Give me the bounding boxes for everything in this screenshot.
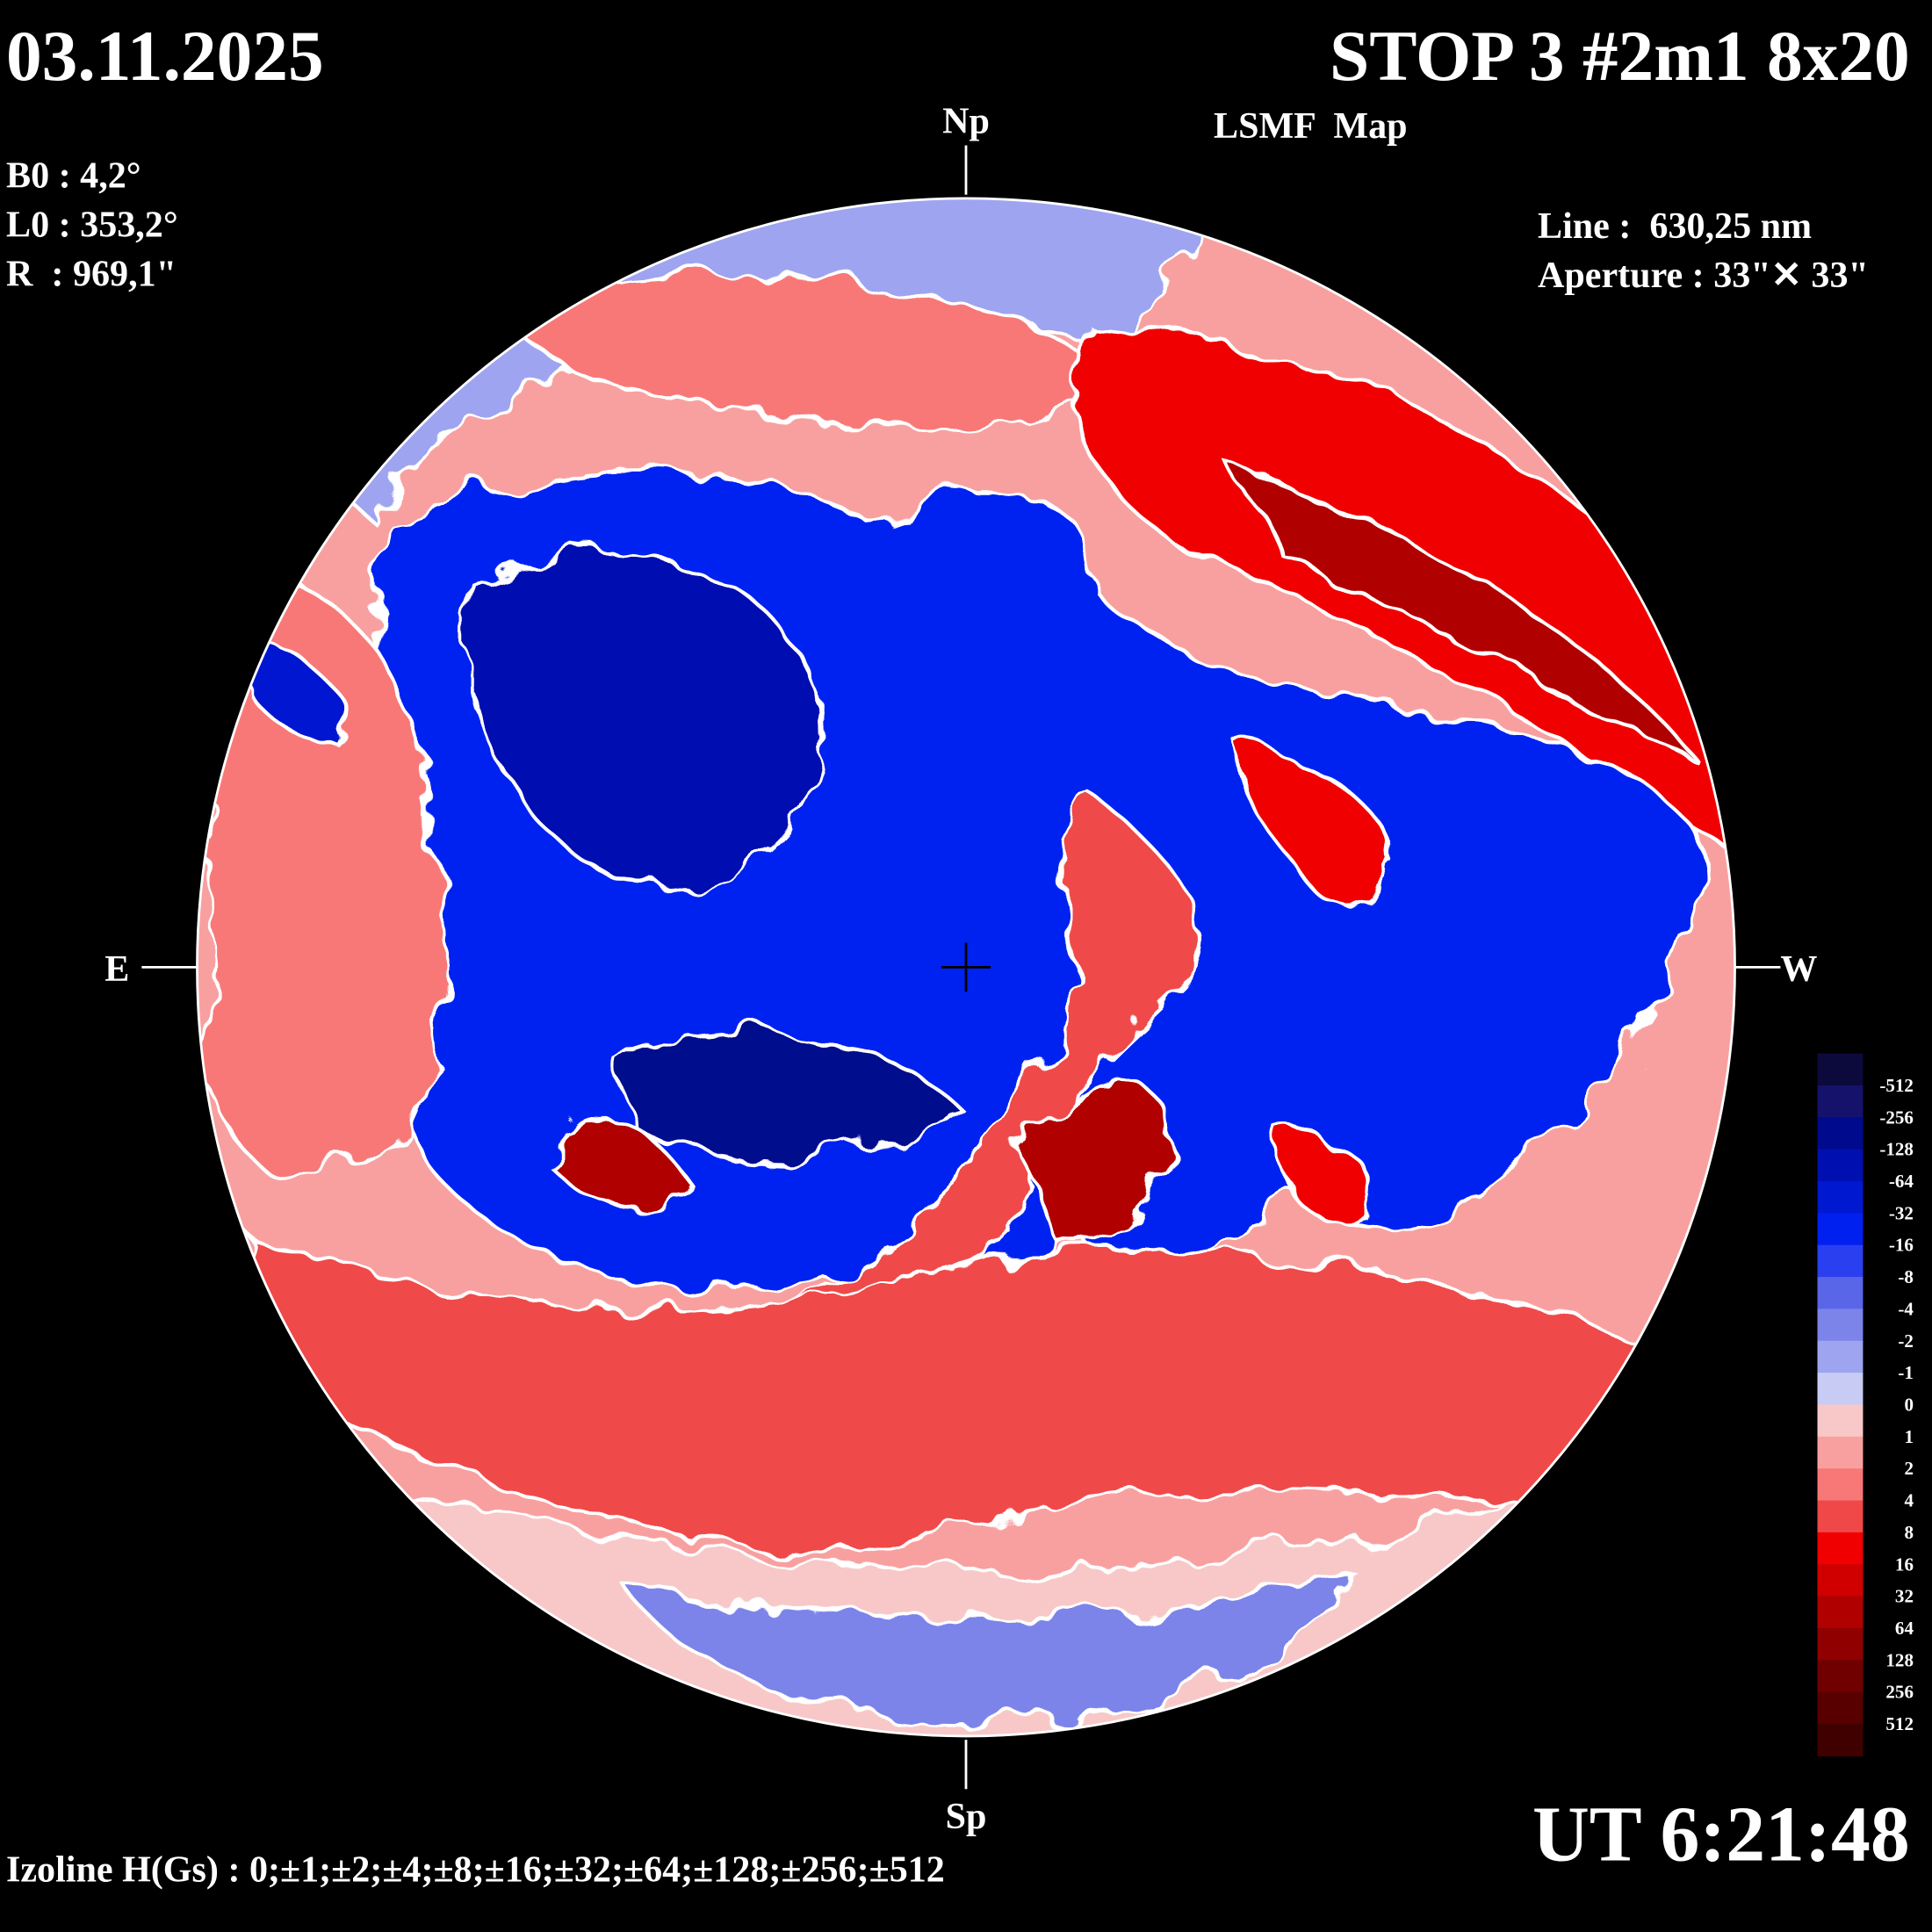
- colorbar-label: -1: [1898, 1362, 1914, 1383]
- colorbar-label: 32: [1895, 1586, 1914, 1607]
- color-swatch: [1817, 1213, 1864, 1246]
- colorbar-label: 16: [1895, 1554, 1914, 1575]
- subtitle: LSMF Map: [1214, 105, 1408, 147]
- color-swatch: [1817, 1117, 1864, 1150]
- crosshair: [941, 942, 991, 992]
- colorbar-label: -16: [1889, 1235, 1914, 1256]
- color-swatch: [1817, 1181, 1864, 1215]
- colorbar-label: 8: [1904, 1522, 1914, 1543]
- colorbar-label: 64: [1895, 1618, 1914, 1639]
- color-swatch: [1817, 1691, 1864, 1725]
- color-swatch: [1817, 1244, 1864, 1278]
- color-swatch: [1817, 1724, 1864, 1757]
- color-swatch: [1817, 1468, 1864, 1502]
- param: R : 969,1": [6, 254, 177, 295]
- time: UT 6:21:48: [1532, 1791, 1910, 1878]
- color-swatch: [1817, 1500, 1864, 1533]
- param: Aperture : 33"✕ 33": [1538, 255, 1869, 296]
- color-swatch: [1817, 1596, 1864, 1629]
- solar-disk: [197, 198, 1735, 1736]
- colorbar-label: -32: [1889, 1202, 1914, 1223]
- color-swatch: [1817, 1373, 1864, 1406]
- colorbar-label: -64: [1889, 1171, 1914, 1192]
- direction: E: [105, 948, 129, 990]
- date: 03.11.2025: [6, 16, 324, 96]
- color-swatch: [1817, 1053, 1864, 1086]
- color-swatch: [1817, 1660, 1864, 1693]
- colorbar-label: 256: [1885, 1682, 1914, 1703]
- colorbar-label: 512: [1885, 1713, 1914, 1734]
- izoline: Izoline H(Gs) : 0;±1;±2;±4;±8;±16;±32;±6…: [6, 1849, 945, 1890]
- color-swatch: [1817, 1627, 1864, 1662]
- colorbar-label: 0: [1904, 1395, 1914, 1416]
- color-swatch: [1817, 1308, 1864, 1342]
- color-swatch: [1817, 1085, 1864, 1119]
- param: L0 : 353,2°: [6, 204, 178, 245]
- color-swatch: [1817, 1436, 1864, 1469]
- direction: W: [1780, 948, 1817, 990]
- color-swatch: [1817, 1532, 1864, 1565]
- direction: Sp: [946, 1796, 987, 1837]
- colorbar-label: -128: [1879, 1139, 1914, 1160]
- colorbar-label: -4: [1898, 1298, 1914, 1319]
- title: STOP 3 #2m1 8x20: [1330, 16, 1910, 96]
- color-swatch: [1817, 1277, 1864, 1310]
- colorbar-label: -8: [1898, 1266, 1914, 1287]
- color-swatch: [1817, 1404, 1864, 1438]
- colorbar: -512 -256 -128 -64 -32 -16 -8 -4 -2 -1 0 1 2 4 8 16 32 64…: [1817, 1053, 1914, 1757]
- color-swatch: [1817, 1564, 1864, 1597]
- direction: Np: [942, 101, 990, 142]
- colorbar-label: -256: [1879, 1107, 1914, 1128]
- colorbar-label: 4: [1904, 1490, 1914, 1511]
- colorbar-label: 128: [1885, 1649, 1914, 1670]
- color-swatch: [1817, 1340, 1864, 1373]
- color-swatch: [1817, 1149, 1864, 1182]
- param: Line : 630,25 nm: [1538, 205, 1812, 247]
- colorbar-label: -512: [1879, 1075, 1914, 1096]
- axis-ticks: [141, 145, 1781, 1790]
- param: B0 : 4,2°: [6, 155, 141, 196]
- colorbar-label: -2: [1898, 1330, 1914, 1352]
- colorbar-label: 1: [1904, 1426, 1914, 1447]
- colorbar-label: 2: [1904, 1458, 1914, 1479]
